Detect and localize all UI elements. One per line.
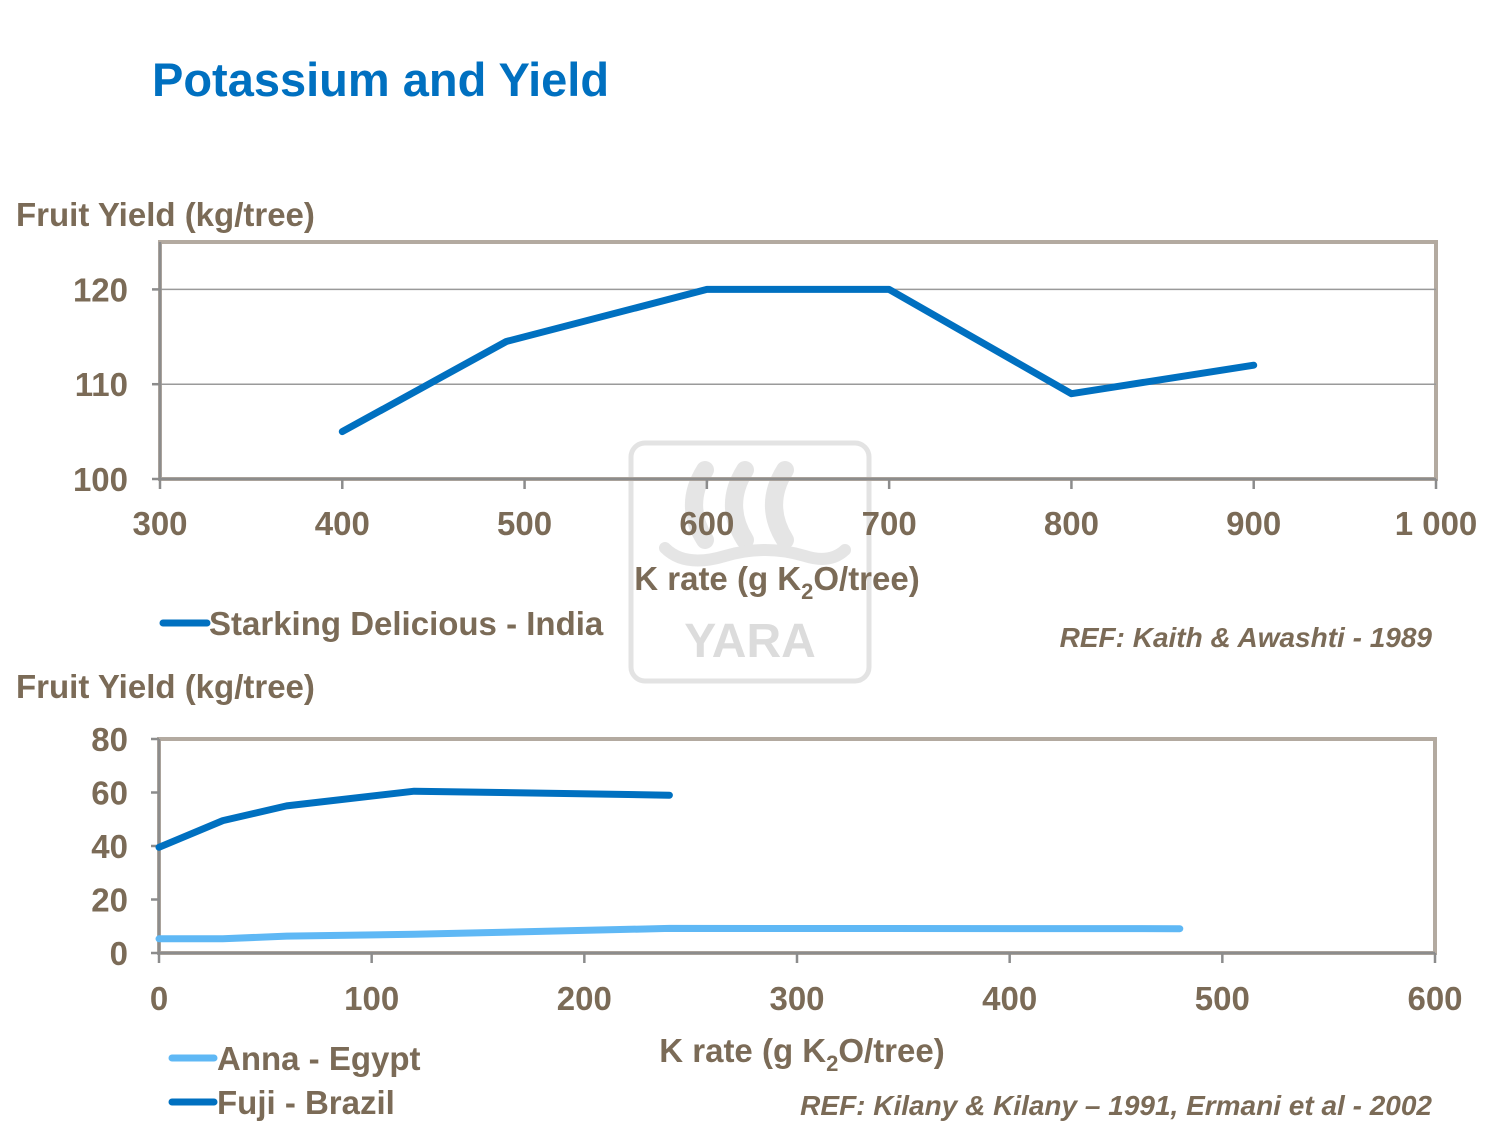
chart2-x-axis-title-tail: O/tree)	[838, 1032, 944, 1069]
chart1-y-axis-label: Fruit Yield (kg/tree)	[16, 196, 315, 233]
chart1-y-tick-label-120: 120	[73, 271, 128, 308]
watermark-frame	[628, 440, 872, 684]
chart2-legend: Anna - Egypt Fuji - Brazil	[168, 1040, 421, 1121]
chart1-x-tick-label-600: 600	[679, 505, 734, 542]
chart2-y-tick-label-40: 40	[91, 828, 128, 865]
watermark-ship-icon	[685, 461, 794, 549]
chart2-legend-label-anna: Anna - Egypt	[217, 1040, 421, 1077]
chart1-x-axis-title-tail: O/tree)	[813, 560, 919, 597]
chart2-x-tick-label-600: 600	[1407, 980, 1462, 1017]
chart2-x-tick-label-200: 200	[557, 980, 612, 1017]
chart2-axes	[157, 739, 1435, 955]
chart2-y-axis-label: Fruit Yield (kg/tree)	[16, 668, 315, 705]
chart1-legend: Starking Delicious - India	[159, 605, 604, 642]
chart2-x-tick-label-400: 400	[982, 980, 1037, 1017]
chart2-x-tick-label-500: 500	[1195, 980, 1250, 1017]
chart2-y-tick-label-20: 20	[91, 882, 128, 919]
chart1-axes	[158, 242, 1436, 481]
chart1-x-tick-label-500: 500	[497, 505, 552, 542]
chart1-x-axis-title: K rate (g K2O/tree)	[634, 560, 919, 604]
chart1-reference: REF: Kaith & Awashti - 1989	[1059, 622, 1432, 653]
chart2-series-line-fuji-brazil	[155, 787, 673, 851]
chart2-y-tick-label-60: 60	[91, 775, 128, 812]
chart1-x-tick-label-900: 900	[1226, 505, 1281, 542]
page-title: Potassium and Yield	[152, 53, 610, 106]
chart1-x-tick-label-1000: 1 000	[1395, 505, 1478, 542]
chart2-x-tick-label-0: 0	[150, 980, 168, 1017]
chart1-legend-label-starking: Starking Delicious - India	[209, 605, 604, 642]
chart2-x-tick-label-300: 300	[769, 980, 824, 1017]
chart1-x-ticks: 300 400 500 600 700 800 900 1 000	[132, 479, 1477, 542]
chart1-y-ticks: 100 110 120	[73, 271, 160, 498]
chart2-x-axis-title-main: K rate (g K	[659, 1032, 826, 1069]
chart1-x-tick-label-300: 300	[132, 505, 187, 542]
yara-watermark-logo: YARA	[628, 440, 872, 684]
chart1-x-axis-title-main: K rate (g K	[634, 560, 801, 597]
chart1-y-tick-label-100: 100	[73, 461, 128, 498]
chart2-y-tick-label-0: 0	[110, 935, 128, 972]
chart1-x-tick-label-700: 700	[862, 505, 917, 542]
chart1-x-tick-label-800: 800	[1044, 505, 1099, 542]
chart1-y-tick-label-110: 110	[75, 366, 128, 403]
chart2-x-axis-title-sub: 2	[826, 1051, 838, 1076]
chart2-x-ticks: 0 100 200 300 400 500 600	[150, 953, 1463, 1017]
chart1-series	[338, 285, 1258, 436]
chart1-x-axis-title-sub: 2	[801, 579, 813, 604]
chart1-series-line-starking-delicious-india	[338, 285, 1258, 436]
chart2-x-axis-title: K rate (g K2O/tree)	[659, 1032, 944, 1076]
chart1-x-tick-label-400: 400	[315, 505, 370, 542]
chart2-y-ticks: 0 20 40 60 80	[91, 721, 159, 972]
chart2: 0 20 40 60 80 0 100 200 300 400 500 600 K rate (g …	[91, 721, 1462, 1121]
watermark-wave-icon	[659, 542, 851, 567]
chart2-series	[155, 787, 1184, 943]
chart2-x-tick-label-100: 100	[344, 980, 399, 1017]
chart1: 100 110 120 300 400 500 600 700 800 900 1 000 K r…	[73, 240, 1477, 642]
chart2-legend-label-fuji: Fuji - Brazil	[217, 1084, 395, 1121]
chart2-y-tick-label-80: 80	[91, 721, 128, 758]
chart2-series-line-anna-egypt	[155, 924, 1184, 943]
watermark-text: YARA	[684, 615, 816, 668]
chart2-reference: REF: Kilany & Kilany – 1991, Ermani et a…	[800, 1090, 1432, 1121]
chart2-plot-frame	[157, 737, 1437, 955]
